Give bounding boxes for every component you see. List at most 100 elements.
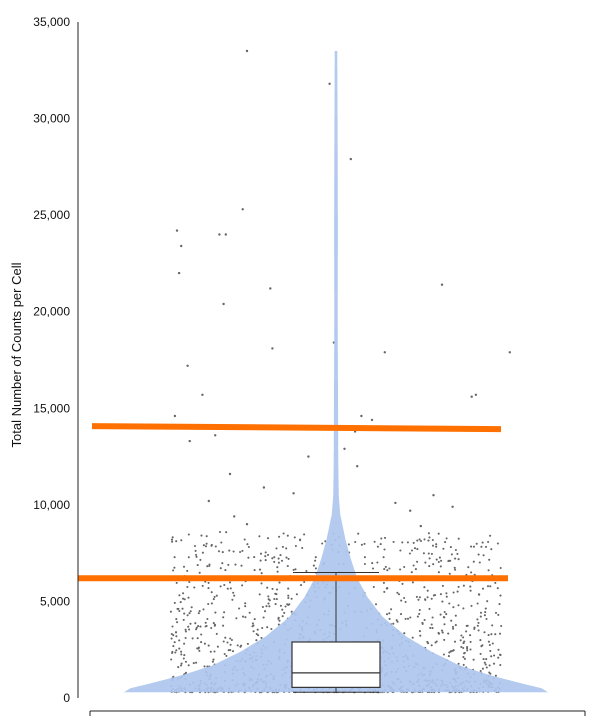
- jitter-point: [231, 639, 233, 641]
- jitter-point: [175, 631, 177, 633]
- jitter-point: [479, 561, 481, 563]
- jitter-point: [485, 618, 487, 620]
- y-tick-label: 10,000: [33, 498, 70, 512]
- jitter-point: [422, 623, 424, 625]
- jitter-point: [479, 639, 481, 641]
- jitter-point: [258, 535, 260, 537]
- jitter-point: [460, 634, 462, 636]
- jitter-point: [195, 628, 197, 630]
- jitter-point: [440, 593, 442, 595]
- jitter-point: [484, 662, 486, 664]
- y-tick-label: 35,000: [33, 15, 70, 29]
- jitter-point: [287, 595, 289, 597]
- jitter-point: [497, 587, 499, 589]
- jitter-point: [195, 550, 197, 552]
- jitter-point: [241, 584, 243, 586]
- jitter-point: [463, 585, 465, 587]
- jitter-point: [173, 567, 175, 569]
- jitter-point: [448, 655, 450, 657]
- jitter-point: [442, 585, 444, 587]
- jitter-point: [271, 588, 273, 590]
- jitter-point: [401, 583, 403, 585]
- box-iqr: [292, 642, 380, 687]
- jitter-point: [268, 605, 270, 607]
- jitter-point: [296, 593, 298, 595]
- jitter-point: [287, 588, 289, 590]
- jitter-point: [364, 556, 366, 558]
- jitter-point: [383, 556, 385, 558]
- jitter-point: [287, 604, 289, 606]
- jitter-point: [485, 546, 487, 548]
- jitter-point: [210, 545, 212, 547]
- jitter-point: [490, 655, 492, 657]
- jitter-point: [485, 658, 487, 660]
- jitter-point: [434, 641, 436, 643]
- jitter-point: [467, 625, 469, 627]
- outlier-point: [384, 351, 386, 353]
- jitter-point: [454, 569, 456, 571]
- jitter-point: [182, 592, 184, 594]
- jitter-point: [229, 581, 231, 583]
- jitter-point: [498, 603, 500, 605]
- jitter-point: [452, 626, 454, 628]
- jitter-point: [176, 582, 178, 584]
- jitter-point: [171, 539, 173, 541]
- jitter-point: [278, 562, 280, 564]
- jitter-point: [488, 559, 490, 561]
- jitter-point: [216, 633, 218, 635]
- jitter-point: [399, 549, 401, 551]
- jitter-point: [482, 588, 484, 590]
- jitter-point: [412, 581, 414, 583]
- jitter-point: [278, 582, 280, 584]
- jitter-point: [493, 663, 495, 665]
- jitter-point: [205, 622, 207, 624]
- jitter-point: [183, 613, 185, 615]
- jitter-point: [238, 607, 240, 609]
- jitter-point: [417, 616, 419, 618]
- jitter-point: [273, 561, 275, 563]
- jitter-point: [267, 603, 269, 605]
- jitter-point: [285, 547, 287, 549]
- jitter-point: [465, 630, 467, 632]
- jitter-point: [386, 569, 388, 571]
- jitter-point: [303, 581, 305, 583]
- jitter-point: [270, 628, 272, 630]
- jitter-point: [464, 658, 466, 660]
- jitter-point: [212, 659, 214, 661]
- jitter-point: [473, 627, 475, 629]
- jitter-point: [178, 610, 180, 612]
- jitter-point: [181, 608, 183, 610]
- jitter-point: [454, 567, 456, 569]
- jitter-point: [208, 645, 210, 647]
- jitter-point: [480, 616, 482, 618]
- jitter-point: [442, 548, 444, 550]
- jitter-point: [293, 569, 295, 571]
- jitter-point: [228, 550, 230, 552]
- jitter-point: [208, 582, 210, 584]
- jitter-point: [458, 558, 460, 560]
- outlier-point: [218, 233, 220, 235]
- jitter-point: [206, 565, 208, 567]
- jitter-point: [266, 626, 268, 628]
- jitter-point: [248, 546, 250, 548]
- jitter-point: [484, 614, 486, 616]
- jitter-point: [172, 645, 174, 647]
- jitter-point: [417, 599, 419, 601]
- jitter-point: [423, 552, 425, 554]
- jitter-point: [188, 628, 190, 630]
- jitter-point: [386, 613, 388, 615]
- jitter-point: [384, 537, 386, 539]
- jitter-point: [207, 587, 209, 589]
- jitter-point: [266, 587, 268, 589]
- jitter-point: [299, 539, 301, 541]
- jitter-point: [363, 543, 365, 545]
- jitter-point: [185, 630, 187, 632]
- jitter-point: [432, 545, 434, 547]
- y-axis-label: Total Number of Counts per Cell: [9, 262, 24, 447]
- jitter-point: [423, 586, 425, 588]
- jitter-point: [206, 618, 208, 620]
- jitter-point: [242, 616, 244, 618]
- jitter-point: [275, 603, 277, 605]
- jitter-point: [431, 627, 433, 629]
- jitter-point: [441, 601, 443, 603]
